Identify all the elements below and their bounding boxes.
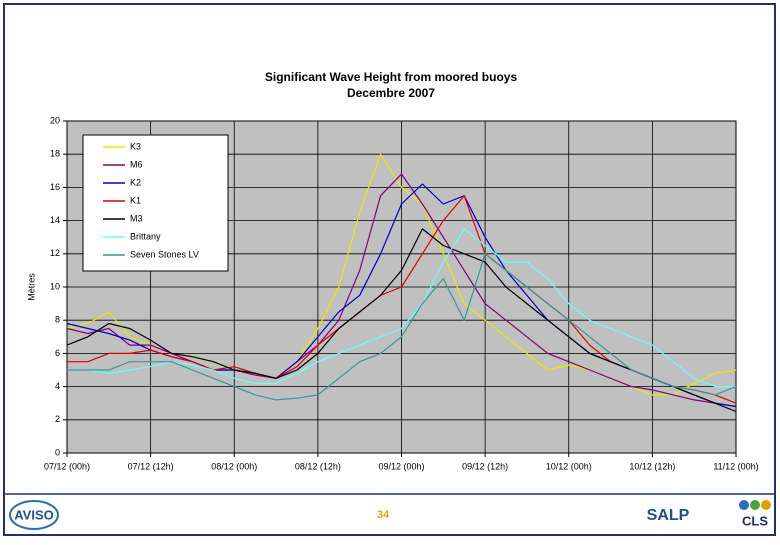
y-axis-label: Mètres [26, 273, 36, 301]
chart-subtitle: Decembre 2007 [347, 86, 435, 100]
series-line [66, 228, 737, 413]
series-line [67, 228, 736, 388]
legend-label: Seven Stones LV [130, 249, 199, 259]
legend-label: K1 [130, 195, 141, 205]
y-tick-label: 2 [55, 414, 60, 424]
legend-label: M6 [130, 159, 143, 169]
series-line [67, 253, 737, 401]
y-tick-label: 16 [50, 182, 60, 192]
aviso-logo: AVISO [14, 507, 54, 522]
cls-logo: CLS [742, 513, 768, 528]
y-tick-label: 0 [55, 447, 60, 457]
y-tick-label: 4 [55, 381, 60, 391]
x-tick-label: 10/12 (12h) [629, 461, 675, 471]
page-number: 34 [377, 509, 390, 521]
x-tick-label: 08/12 (00h) [211, 461, 257, 471]
plot-border [66, 120, 737, 454]
aviso-logo-ring [9, 500, 59, 530]
x-tick-label: 07/12 (12h) [128, 461, 174, 471]
y-tick-label: 20 [50, 115, 60, 125]
cls-dot [739, 500, 749, 510]
x-tick-label: 08/12 (12h) [295, 461, 341, 471]
y-tick-label: 18 [50, 149, 60, 159]
legend-label: M3 [130, 213, 143, 223]
series-line [66, 173, 737, 408]
cls-dot [750, 500, 760, 510]
x-tick-label: 09/12 (00h) [378, 461, 424, 471]
x-tick-label: 09/12 (12h) [462, 461, 508, 471]
y-tick-label: 8 [55, 315, 60, 325]
y-tick-label: 14 [50, 215, 60, 225]
chart-title: Significant Wave Height from moored buoy… [265, 70, 518, 84]
y-tick-label: 10 [50, 281, 60, 291]
y-tick-label: 12 [50, 248, 60, 258]
salp-logo: SALP [647, 507, 690, 524]
x-tick-label: 07/12 (00h) [44, 461, 90, 471]
y-tick-label: 6 [55, 348, 60, 358]
legend-box [82, 134, 229, 272]
cls-dot [761, 500, 771, 510]
x-tick-label: 11/12 (00h) [713, 461, 758, 471]
legend-label: Brittany [130, 231, 161, 241]
legend-label: K2 [130, 177, 141, 187]
x-tick-label: 10/12 (00h) [546, 461, 592, 471]
legend-label: K3 [130, 141, 141, 151]
